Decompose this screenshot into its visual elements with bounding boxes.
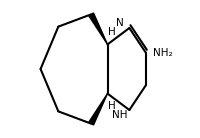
Text: N: N (116, 18, 124, 28)
Text: NH₂: NH₂ (153, 48, 173, 58)
Text: NH: NH (112, 110, 128, 120)
Text: H: H (108, 101, 115, 111)
Polygon shape (89, 94, 108, 125)
Polygon shape (89, 13, 108, 44)
Text: H: H (108, 27, 115, 37)
